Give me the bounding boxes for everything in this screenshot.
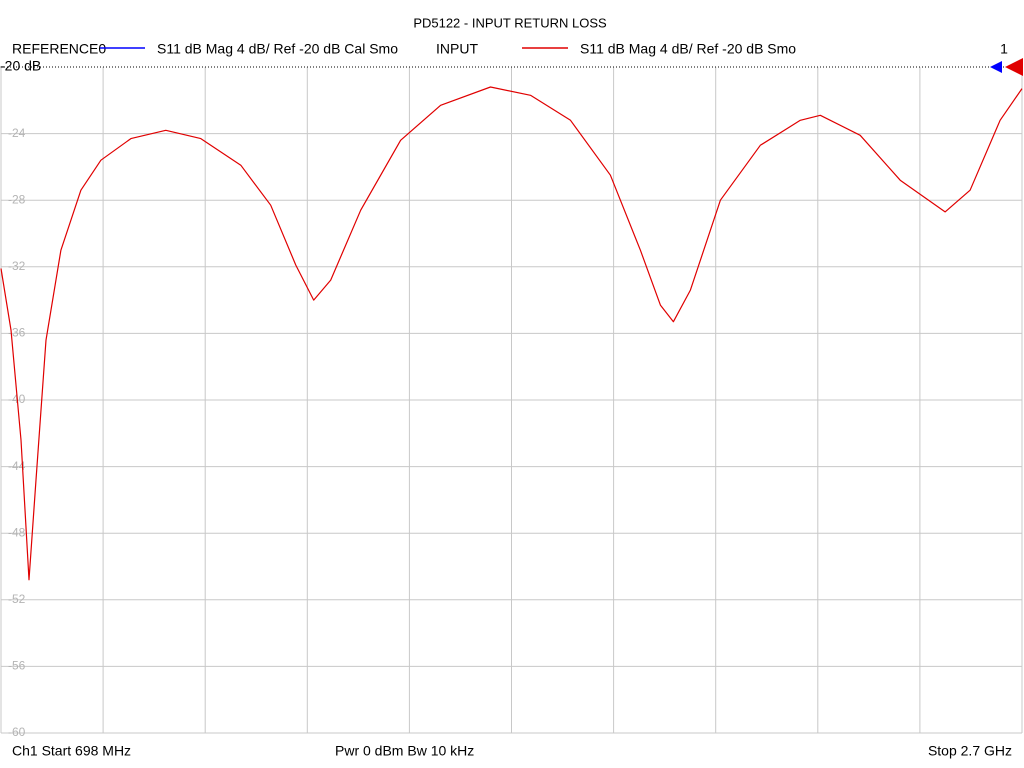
footer-power: Pwr 0 dBm Bw 10 kHz — [335, 743, 474, 759]
y-tick-label: -44 — [8, 459, 26, 473]
y-tick-label: -32 — [8, 259, 26, 273]
legend-name: INPUT — [436, 41, 478, 57]
legend-name: REFERENCE0 — [12, 41, 106, 57]
y-tick-label: -48 — [8, 525, 26, 539]
legend-format: S11 dB Mag 4 dB/ Ref -20 dB Cal Smo — [157, 41, 398, 57]
footer-stop: Stop 2.7 GHz — [928, 743, 1012, 759]
reference-marker — [1005, 58, 1023, 76]
y-tick-label: -56 — [8, 659, 26, 673]
y-tick-label: -28 — [8, 192, 26, 206]
footer-start: Ch1 Start 698 MHz — [12, 743, 131, 759]
y-tick-label: -20 dB — [0, 58, 41, 74]
y-tick-label: -24 — [8, 126, 26, 140]
y-tick-label: -60 — [8, 725, 26, 739]
reference-marker — [990, 61, 1002, 73]
legend-format: S11 dB Mag 4 dB/ Ref -20 dB Smo — [580, 41, 796, 57]
marker-label: 1 — [1000, 41, 1008, 57]
y-tick-label: -52 — [8, 592, 26, 606]
trace — [0, 86, 1023, 581]
chart-title: PD5122 - INPUT RETURN LOSS — [413, 15, 607, 30]
y-tick-label: -36 — [8, 326, 26, 340]
